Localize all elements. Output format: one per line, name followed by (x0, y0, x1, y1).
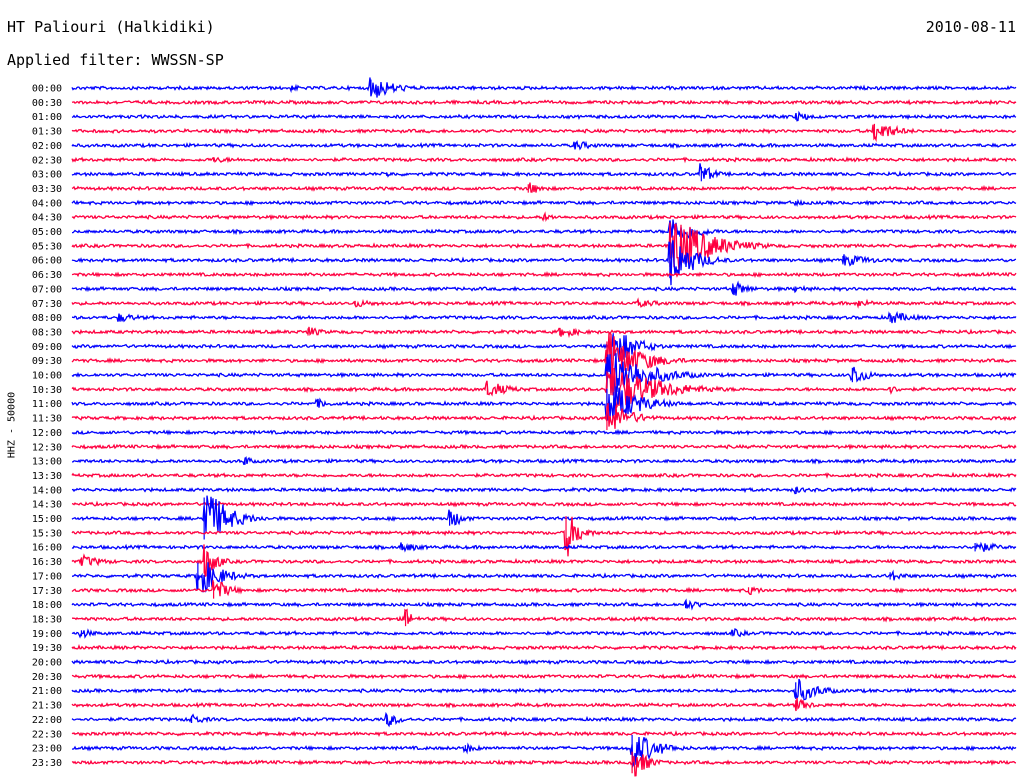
time-tick-label: 05:00 (32, 227, 62, 238)
time-tick-label: 09:30 (32, 356, 62, 367)
time-tick-label: 16:30 (32, 557, 62, 568)
time-tick-label: 19:00 (32, 629, 62, 640)
trace-row-0830 (71, 326, 1017, 339)
time-tick-label: 14:00 (32, 485, 62, 496)
trace-row-2100 (71, 678, 1017, 701)
time-tick-label: 17:00 (32, 571, 62, 582)
trace-row-0400 (71, 198, 1017, 207)
time-tick-label: 21:30 (32, 701, 62, 712)
trace-row-1000 (71, 353, 1017, 396)
time-tick-label: 10:00 (32, 371, 62, 382)
trace-row-0900 (71, 334, 1017, 363)
time-tick-label: 01:00 (32, 112, 62, 123)
trace-row-2330 (71, 754, 1017, 777)
trace-row-0930 (71, 332, 1017, 377)
trace-row-2200 (71, 711, 1017, 728)
trace-row-1630 (71, 544, 1017, 578)
time-tick-label: 20:30 (32, 672, 62, 683)
trace-row-1430 (71, 500, 1017, 508)
trace-row-0730 (71, 297, 1017, 309)
time-tick-label: 15:30 (32, 528, 62, 539)
trace-row-2300 (71, 736, 1017, 769)
time-tick-label: 17:30 (32, 586, 62, 597)
time-tick-label: 12:30 (32, 442, 62, 453)
trace-row-1830 (72, 608, 1017, 624)
time-tick-label: 23:00 (32, 744, 62, 755)
trace-row-1100 (71, 386, 1017, 421)
trace-row-0600 (71, 240, 1017, 286)
trace-row-1530 (71, 516, 1017, 557)
time-tick-label: 16:00 (32, 543, 62, 554)
trace-row-1730 (71, 580, 1017, 597)
trace-row-0700 (71, 280, 1017, 296)
trace-row-0000 (71, 77, 1017, 98)
trace-row-1330 (71, 471, 1017, 479)
time-tick-label: 01:30 (32, 127, 62, 138)
time-tick-label: 11:00 (32, 399, 62, 410)
time-tick-label: 21:00 (32, 686, 62, 697)
time-tick-label: 05:30 (32, 241, 62, 252)
time-tick-label: 19:30 (32, 643, 62, 654)
trace-row-0200 (71, 140, 1017, 151)
time-tick-label: 22:30 (32, 729, 62, 740)
trace-row-1930 (71, 643, 1017, 652)
applied-filter-label: Applied filter: WWSSN-SP (7, 51, 224, 69)
trace-row-1500 (71, 495, 1017, 533)
trace-row-1300 (72, 456, 1017, 466)
time-tick-label: 02:30 (32, 155, 62, 166)
trace-row-1200 (71, 428, 1017, 436)
time-tick-label: 03:30 (32, 184, 62, 195)
trace-row-2130 (71, 697, 1017, 712)
trace-row-0800 (71, 311, 1017, 324)
trace-row-1130 (71, 403, 1017, 429)
time-tick-label: 04:00 (32, 198, 62, 209)
time-tick-label: 11:30 (32, 414, 62, 425)
time-tick-label: 07:00 (32, 284, 62, 295)
time-tick-label: 18:30 (32, 614, 62, 625)
record-date: 2010-08-11 (925, 18, 1016, 36)
trace-row-1400 (71, 486, 1017, 495)
time-tick-label: 08:00 (32, 313, 62, 324)
time-tick-label: 07:30 (32, 299, 62, 310)
time-tick-label: 08:30 (32, 327, 62, 338)
time-tick-label: 09:00 (32, 342, 62, 353)
time-tick-label: 20:00 (32, 658, 62, 669)
trace-row-1030 (71, 366, 1017, 410)
time-tick-label: 23:30 (32, 758, 62, 769)
trace-row-0300 (71, 163, 1017, 179)
trace-row-1600 (71, 541, 1017, 553)
time-tick-label: 13:00 (32, 457, 62, 468)
trace-row-0500 (72, 219, 1017, 240)
trace-row-0630 (71, 270, 1017, 278)
trace-row-0230 (71, 156, 1017, 164)
trace-row-0130 (71, 124, 1017, 143)
time-tick-label: 00:00 (32, 84, 62, 95)
time-tick-label: 13:30 (32, 471, 62, 482)
time-tick-label: 04:30 (32, 213, 62, 224)
time-tick-label: 06:00 (32, 256, 62, 267)
trace-row-2230 (71, 730, 1017, 738)
time-tick-label: 02:00 (32, 141, 62, 152)
trace-row-0330 (71, 182, 1017, 193)
trace-row-0530 (71, 222, 1017, 272)
trace-row-2000 (71, 658, 1017, 666)
time-tick-label: 10:30 (32, 385, 62, 396)
time-tick-label: 22:00 (32, 715, 62, 726)
trace-row-1700 (72, 562, 1017, 593)
trace-row-1800 (71, 598, 1017, 611)
time-tick-label: 12:00 (32, 428, 62, 439)
time-tick-label: 06:30 (32, 270, 62, 281)
time-tick-label: 18:00 (32, 600, 62, 611)
trace-row-2030 (71, 672, 1017, 680)
time-tick-label: 03:00 (32, 170, 62, 181)
station-title: HT Paliouri (Halkidiki) (7, 18, 215, 36)
trace-row-0100 (71, 110, 1017, 122)
time-tick-label: 00:30 (32, 98, 62, 109)
trace-row-1230 (71, 443, 1017, 451)
trace-row-1900 (71, 628, 1017, 639)
time-tick-label: 15:00 (32, 514, 62, 525)
time-tick-label: 14:30 (32, 500, 62, 511)
trace-row-0030 (71, 98, 1017, 106)
